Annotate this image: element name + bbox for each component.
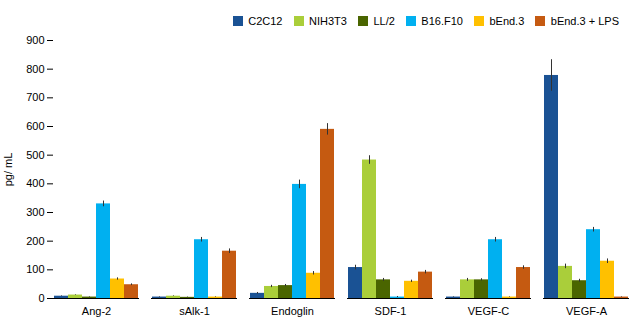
svg-text:VEGF-A: VEGF-A xyxy=(566,305,608,317)
svg-text:VEGF-C: VEGF-C xyxy=(468,305,510,317)
svg-text:sAlk-1: sAlk-1 xyxy=(179,305,210,317)
svg-text:Ang-2: Ang-2 xyxy=(82,305,111,317)
svg-text:SDF-1: SDF-1 xyxy=(375,305,407,317)
html-text:NIH3T3: NIH3T3 xyxy=(309,14,347,27)
svg-text:600: 600 xyxy=(26,120,44,132)
svg-text:200: 200 xyxy=(26,235,44,247)
svg-text:Endoglin: Endoglin xyxy=(271,305,314,317)
svg-text:400: 400 xyxy=(26,177,44,189)
svg-text:500: 500 xyxy=(26,149,44,161)
html-text:bEnd.3: bEnd.3 xyxy=(489,14,525,27)
svg-text:100: 100 xyxy=(26,263,44,275)
svg-text:800: 800 xyxy=(26,63,44,75)
svg-text:300: 300 xyxy=(26,206,44,218)
html-text:C2C12: C2C12 xyxy=(248,14,283,27)
html-text:B16.F10: B16.F10 xyxy=(421,14,463,27)
svg-text:pg/ mL: pg/ mL xyxy=(2,153,14,187)
html-text:bEnd.3 + LPS: bEnd.3 + LPS xyxy=(550,14,619,27)
html-text:LL/2: LL/2 xyxy=(373,14,395,27)
svg-text:900: 900 xyxy=(26,34,44,46)
svg-text:0: 0 xyxy=(38,292,44,304)
svg-text:700: 700 xyxy=(26,91,44,103)
